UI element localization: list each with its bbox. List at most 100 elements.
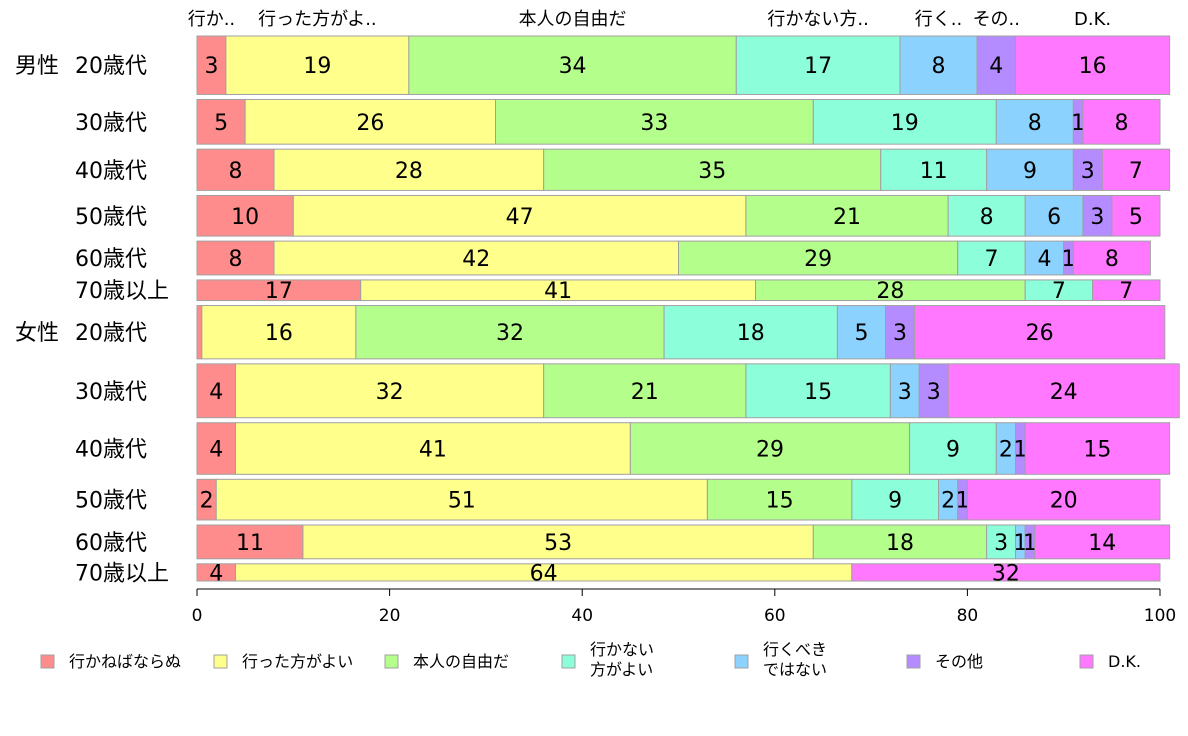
bar-segment: [1111, 194, 1161, 237]
data-label: 11: [236, 531, 264, 556]
bar-segment: [196, 35, 227, 95]
data-label: 34: [559, 54, 587, 79]
bar-segment: [947, 363, 1180, 419]
bar-segment: [957, 240, 1026, 276]
bar-segment: [812, 524, 988, 560]
bar-segment: [543, 148, 882, 191]
column-header-label: 本人の自由だ: [519, 9, 627, 30]
data-label: 17: [804, 54, 832, 79]
row-label: 40歳代: [75, 438, 147, 463]
legend-swatch: [213, 654, 228, 669]
data-label: 11: [920, 159, 948, 184]
data-label: 1: [1013, 531, 1027, 556]
data-label: 8: [229, 247, 243, 272]
bar-segment: [235, 363, 545, 419]
data-label: 21: [833, 205, 861, 230]
bar-segment: [880, 148, 988, 191]
data-label: 42: [462, 247, 490, 272]
data-label: 16: [265, 321, 293, 346]
bar-segment: [909, 422, 997, 475]
data-label: 15: [804, 380, 832, 405]
bar-segment: [1024, 240, 1065, 276]
data-label: 3: [927, 380, 941, 405]
bar-segment: [196, 363, 237, 419]
bar-segment: [629, 422, 911, 475]
data-label: 4: [989, 54, 1003, 79]
data-label: 10: [231, 205, 259, 230]
bar-segment: [735, 35, 901, 95]
data-label: 3: [994, 531, 1008, 556]
bar-segment: [745, 194, 949, 237]
data-label: 26: [356, 111, 384, 136]
bar-segment: [1072, 148, 1103, 191]
data-label: 4: [209, 438, 223, 463]
bar-segment: [1082, 98, 1161, 145]
data-label: 32: [496, 321, 524, 346]
bar-segment: [995, 98, 1074, 145]
bar-segment: [1024, 422, 1171, 475]
column-header-label: D.K.: [1074, 9, 1111, 30]
data-label: 7: [984, 247, 998, 272]
bar-segment: [889, 363, 920, 419]
bar-segment: [947, 194, 1026, 237]
bar-segment: [215, 478, 708, 521]
data-label: 51: [448, 489, 476, 514]
column-header-label: 行った方がよ..: [258, 9, 377, 30]
data-label: 41: [544, 279, 572, 304]
bar-segment: [913, 305, 1166, 360]
data-label: 47: [506, 205, 534, 230]
bar-segment: [196, 524, 304, 560]
data-label: 4: [209, 380, 223, 405]
data-label: 4: [209, 561, 223, 586]
column-header-label: 行か..: [188, 9, 235, 30]
column-header-label: 行く..: [915, 9, 962, 30]
bar-segment: [986, 148, 1074, 191]
row-label: 20歳代: [75, 321, 147, 346]
bar-segment: [1092, 279, 1161, 302]
data-label: 6: [1047, 205, 1061, 230]
x-tick-label: 60: [764, 606, 786, 626]
data-label: 26: [1026, 321, 1054, 346]
data-label: 9: [888, 489, 902, 514]
data-label: 16: [1079, 54, 1107, 79]
data-label: 7: [1129, 159, 1143, 184]
bar-segment: [302, 524, 814, 560]
data-label: 5: [854, 321, 868, 346]
data-label: 19: [891, 111, 919, 136]
group-label: 男性: [15, 54, 59, 79]
data-label: 35: [698, 159, 726, 184]
bar-segment: [1072, 240, 1151, 276]
data-label: 8: [980, 205, 994, 230]
data-label: 3: [1081, 159, 1095, 184]
bar-segment: [986, 524, 1017, 560]
data-label: 2: [200, 489, 214, 514]
bar-segment: [235, 422, 631, 475]
data-label: 15: [1083, 438, 1111, 463]
legend-label: 行くべきではない: [763, 640, 827, 679]
data-label: 1: [956, 489, 970, 514]
bars: 3 19 34 17 8 4 165 26 33 19 8 1 88 28 35 11 9 3 710 47 21 8 6 3…: [196, 35, 1180, 586]
bar-segment: [273, 148, 545, 191]
bar-segment: [225, 35, 410, 95]
legend-swatch: [384, 654, 399, 669]
data-label: 18: [737, 321, 765, 346]
bar-segment: [918, 363, 949, 419]
legend-label: D.K.: [1108, 652, 1141, 671]
bar-segment: [836, 305, 887, 360]
bar-segment: [851, 478, 940, 521]
row-label: 50歳代: [75, 489, 147, 514]
data-label: 14: [1088, 531, 1116, 556]
bar-segment: [543, 363, 747, 419]
bar-segment: [196, 240, 275, 276]
row-label: 70歳以上: [75, 561, 169, 586]
data-label: 33: [640, 111, 668, 136]
data-label: 1: [1013, 438, 1027, 463]
x-tick-label: 20: [379, 606, 401, 626]
data-label: 3: [898, 380, 912, 405]
data-label: 32: [376, 380, 404, 405]
data-label: 4: [1037, 247, 1051, 272]
bar-segment: [899, 35, 978, 95]
row-label: 30歳代: [75, 380, 147, 405]
